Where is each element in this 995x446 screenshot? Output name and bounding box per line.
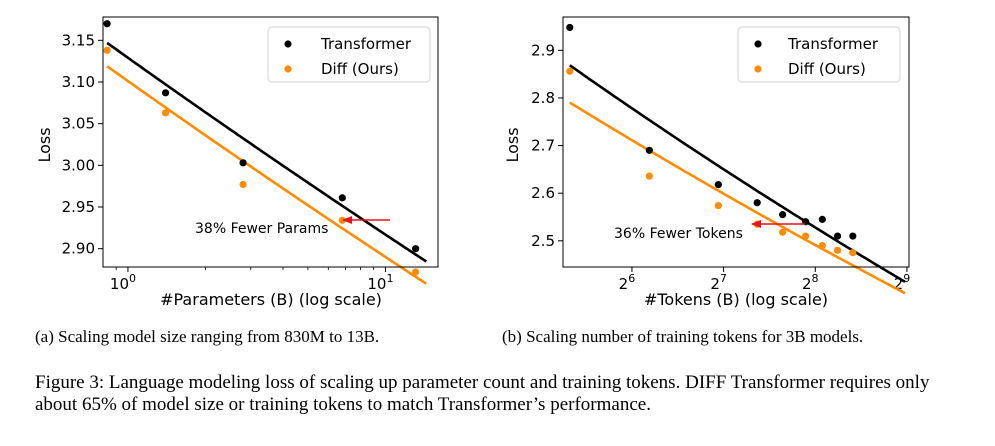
chart-a-point-diff (412, 268, 420, 276)
chart-a-annotation: 38% Fewer Params (195, 221, 328, 237)
chart-a-y-tick-label: 2.95 (62, 198, 95, 216)
chart-b-point-transformer (753, 199, 761, 207)
chart-b-legend-label-transformer: Transformer (787, 35, 879, 53)
figure-caption-rest: Transformer requires only about 65% of m… (35, 372, 930, 415)
chart-b-point-diff (714, 201, 722, 210)
chart-b-point-transformer (833, 232, 842, 240)
chart-a-point-transformer (161, 89, 170, 97)
chart-a-legend-label-diff: Diff (Ours) (321, 60, 399, 78)
chart-a-legend-marker-transformer (284, 40, 292, 48)
chart-a-legend: Transformer Diff (Ours) (267, 26, 431, 83)
chart-b-point-transformer (714, 181, 722, 189)
chart-b-x-ticks: 26 27 28 29 (619, 267, 911, 293)
chart-a-legend-label-transformer: Transformer (320, 35, 412, 53)
chart-a-legend-marker-diff (284, 65, 292, 73)
chart-a-x-tick-label: 101 (367, 272, 393, 293)
chart-a-subcaption: (a) Scaling model size ranging from 830M… (35, 327, 380, 346)
chart-b-legend-marker-diff (754, 65, 762, 73)
chart-b-point-diff (645, 172, 653, 180)
figure-canvas: Loss 2.90 2.95 3.00 3.05 3.10 3.15 100 101 38%… (35, 16, 911, 309)
chart-b-point-diff (849, 249, 857, 257)
chart-a-y-tick-label: 3.05 (62, 115, 95, 133)
chart-b-fit-curve-diff (569, 101, 906, 295)
chart-a-point-transformer (103, 20, 111, 28)
chart-b-point-transformer (566, 23, 574, 32)
chart-a-point-diff (103, 46, 111, 54)
chart-a-x-ticks: 100 101 (110, 267, 393, 293)
chart-a: Loss 2.90 2.95 3.00 3.05 3.10 3.15 100 101 38%… (35, 16, 439, 309)
chart-b-fit-curves (569, 64, 906, 295)
chart-b: Loss 2.5 2.6 2.7 2.8 2.9 26 27 28 29 36% Fewer … (503, 16, 911, 309)
chart-b-point-transformer (645, 146, 653, 154)
chart-a-ylabel: Loss (35, 127, 54, 162)
figure-caption-lead: Figure 3: Language modeling loss of scal… (35, 372, 686, 393)
chart-b-y-tick-label: 2.7 (531, 137, 555, 155)
figure-caption: Figure 3: Language modeling loss of scal… (35, 372, 965, 416)
chart-b-point-diff (566, 67, 574, 75)
chart-b-x-tick-label: 28 (802, 272, 819, 293)
chart-b-x-tick-label: 29 (894, 272, 911, 293)
chart-b-point-diff (818, 241, 826, 250)
chart-b-point-transformer (779, 211, 787, 219)
chart-a-frame (102, 16, 439, 268)
chart-b-point-transformer (849, 232, 857, 240)
chart-b-legend: Transformer Diff (Ours) (737, 26, 901, 83)
chart-a-y-tick-label: 3.10 (62, 73, 95, 91)
chart-a-y-tick-label: 3.00 (62, 156, 95, 174)
figure-caption-model-initial: D (685, 372, 699, 393)
chart-a-y-tick-label: 3.15 (62, 31, 95, 49)
chart-a-x-tick-label: 100 (110, 272, 136, 293)
chart-a-point-transformer (338, 194, 346, 202)
figure-caption-model-rest: IFF (698, 372, 727, 393)
chart-a-fit-curve-transformer (106, 41, 427, 263)
chart-b-annotation: 36% Fewer Tokens (614, 226, 743, 242)
chart-b-fit-curve-transformer (569, 64, 906, 283)
chart-b-y-tick-label: 2.5 (531, 232, 555, 250)
chart-a-point-diff (161, 109, 170, 117)
chart-a-fit-curves (106, 41, 427, 285)
chart-b-frame (562, 16, 910, 268)
chart-b-x-tick-label: 26 (619, 272, 636, 293)
chart-b-point-diff (833, 246, 842, 254)
chart-b-point-transformer (818, 215, 826, 223)
chart-b-y-ticks: 2.5 2.6 2.7 2.8 2.9 (531, 41, 563, 250)
chart-a-point-diff (239, 180, 247, 189)
chart-b-y-tick-label: 2.8 (531, 89, 555, 107)
chart-a-xlabel: #Parameters (B) (log scale) (160, 290, 382, 309)
chart-b-legend-marker-transformer (754, 40, 762, 48)
chart-b-xlabel: #Tokens (B) (log scale) (644, 290, 828, 309)
chart-a-point-transformer (239, 159, 247, 167)
chart-b-point-diff (802, 232, 810, 240)
chart-a-point-transformer (412, 245, 420, 253)
chart-a-fit-curve-diff (106, 65, 427, 285)
chart-b-ylabel: Loss (503, 127, 522, 162)
chart-a-y-tick-label: 2.90 (62, 240, 95, 258)
chart-a-y-ticks: 2.90 2.95 3.00 3.05 3.10 3.15 (62, 31, 103, 258)
chart-b-y-tick-label: 2.9 (531, 41, 555, 59)
chart-b-subcaption: (b) Scaling number of training tokens fo… (502, 327, 864, 346)
chart-b-y-tick-label: 2.6 (531, 184, 555, 202)
chart-b-legend-label-diff: Diff (Ours) (788, 60, 866, 78)
chart-b-point-diff (779, 228, 787, 236)
chart-b-x-tick-label: 27 (710, 272, 727, 293)
